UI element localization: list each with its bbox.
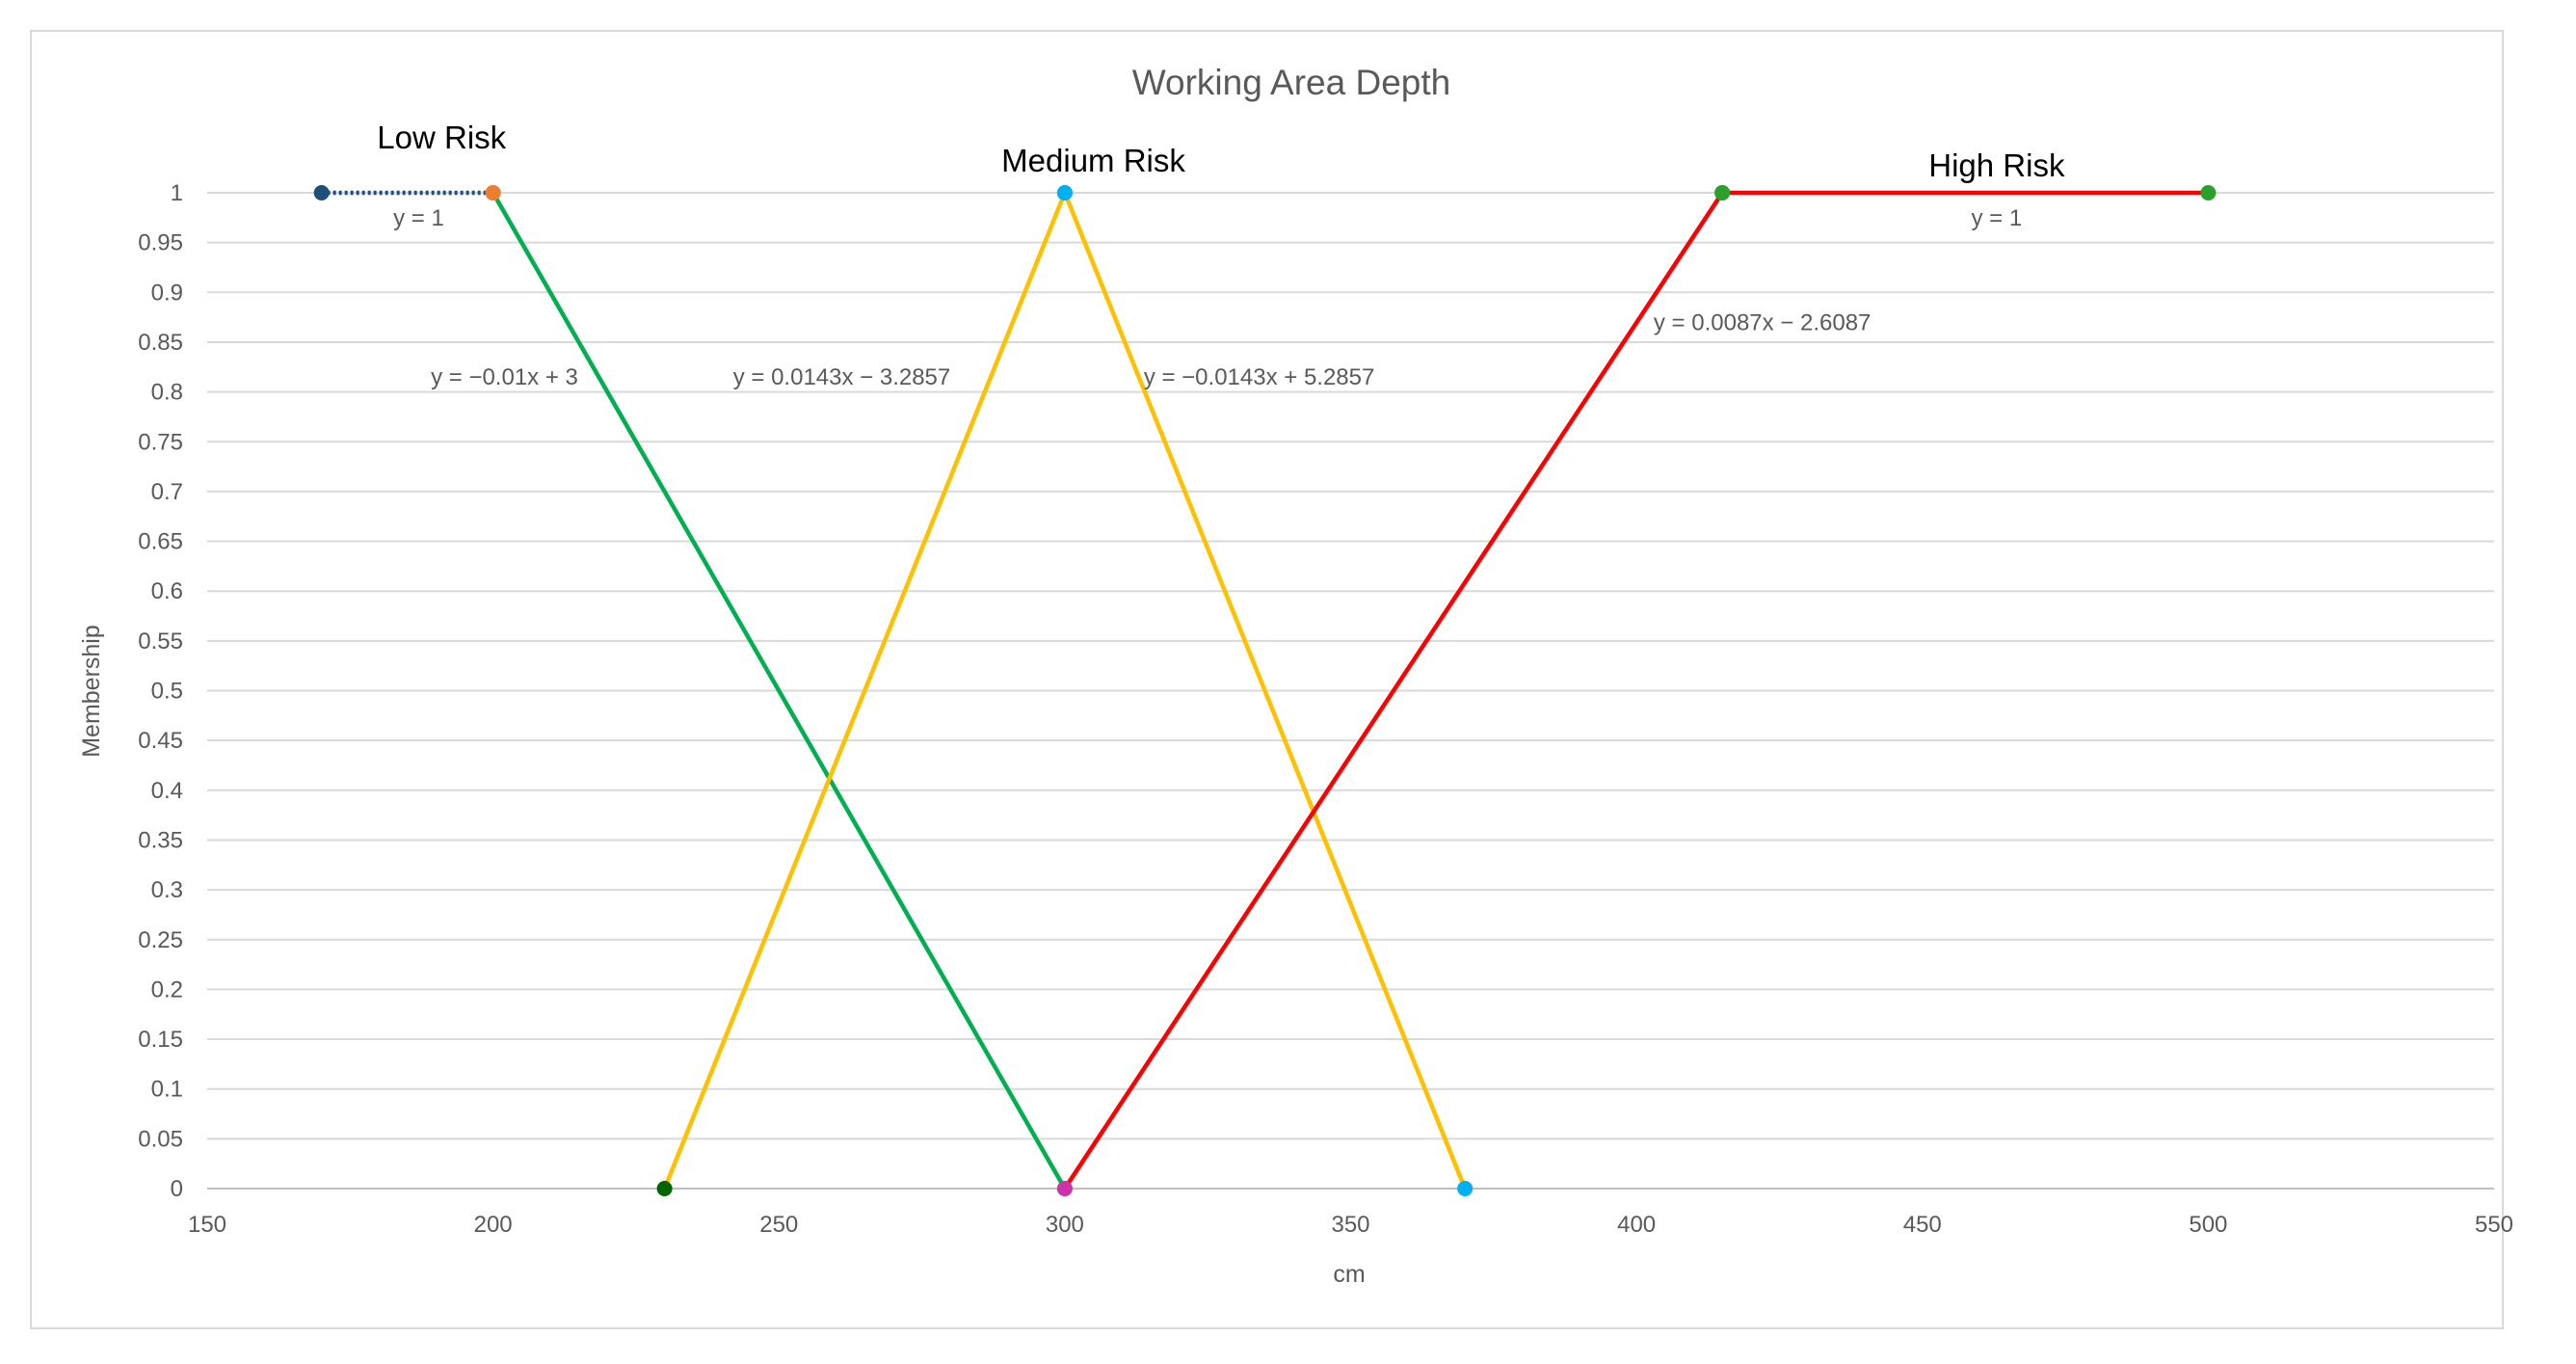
y-tick-label: 0.9 <box>151 280 183 306</box>
y-tick-label: 0.55 <box>138 629 183 655</box>
x-tick-label: 300 <box>1046 1212 1084 1238</box>
y-tick-label: 0.6 <box>151 578 183 604</box>
y-tick-label: 0.65 <box>138 529 183 555</box>
y-tick-label: 0.1 <box>151 1077 183 1103</box>
y-tick-label: 0.85 <box>138 330 183 356</box>
series-line-5 <box>1063 191 1724 1190</box>
series-markers <box>313 185 2217 1196</box>
data-point <box>656 1181 673 1196</box>
group-label: Low Risk <box>377 120 506 155</box>
annotations: Low Risk Medium Risk High Risk y = 1 y = −0.… <box>377 120 2065 390</box>
y-tick-label: 0.5 <box>151 679 183 705</box>
data-point <box>1056 185 1073 201</box>
y-tick-label: 0 <box>171 1176 183 1202</box>
data-point <box>1457 1181 1474 1196</box>
y-tick-label: 0.3 <box>151 877 183 903</box>
data-point <box>313 185 330 201</box>
trendline-equation: y = −0.01x + 3 <box>431 364 578 390</box>
group-label: High Risk <box>1928 147 2065 183</box>
y-tick-label: 0.4 <box>151 778 183 804</box>
chart-title: Working Area Depth <box>1132 63 1450 102</box>
y-tick-label: 0.8 <box>151 380 183 406</box>
x-tick-label: 450 <box>1903 1212 1942 1238</box>
x-tick-label: 400 <box>1617 1212 1656 1238</box>
x-tick-label: 500 <box>2189 1212 2227 1238</box>
x-tick-label: 200 <box>474 1212 513 1238</box>
y-axis-title: Membership <box>78 625 105 758</box>
x-axis-title: cm <box>1333 1261 1365 1288</box>
gridlines <box>207 192 2494 1140</box>
y-tick-label: 0.75 <box>138 429 183 455</box>
data-point <box>1056 1181 1073 1196</box>
series-line-4 <box>1062 192 1468 1190</box>
y-tick-label: 0.45 <box>138 728 183 754</box>
y-tick-label: 0.7 <box>151 479 183 505</box>
y-tick-label: 0.95 <box>138 230 183 256</box>
series-lines <box>321 190 2209 1190</box>
y-tick-label: 1 <box>171 180 183 206</box>
trendline-equation: y = 0.0143x − 3.2857 <box>733 364 951 390</box>
y-tick-label: 0.2 <box>151 976 183 1003</box>
trendline-equation: y = −0.0143x + 5.2857 <box>1144 364 1375 390</box>
trendline-equation: y = 0.0087x − 2.6087 <box>1654 309 1872 335</box>
trendline-equation: y = 1 <box>393 205 444 231</box>
trendline-equation: y = 1 <box>1972 205 2023 231</box>
chart-area <box>30 30 2504 1329</box>
y-tick-label: 0.25 <box>138 927 183 953</box>
group-label: Medium Risk <box>1001 143 1185 178</box>
x-tick-label: 550 <box>2475 1212 2513 1238</box>
x-tick-label: 150 <box>188 1212 226 1238</box>
data-point <box>2200 185 2217 201</box>
x-tick-label: 250 <box>759 1212 798 1238</box>
x-tick-label: 350 <box>1331 1212 1369 1238</box>
series-line-3 <box>662 192 1067 1190</box>
y-tick-label: 0.15 <box>138 1027 183 1053</box>
series-line-2 <box>491 191 1067 1190</box>
axes: 0 0.05 0.1 0.15 0.2 0.25 0.3 0.35 0.4 0.45 0.5 0.55… <box>138 180 2513 1238</box>
y-tick-label: 0.35 <box>138 827 183 853</box>
y-tick-label: 0.05 <box>138 1126 183 1152</box>
data-point <box>485 185 501 201</box>
data-point <box>1714 185 1731 201</box>
